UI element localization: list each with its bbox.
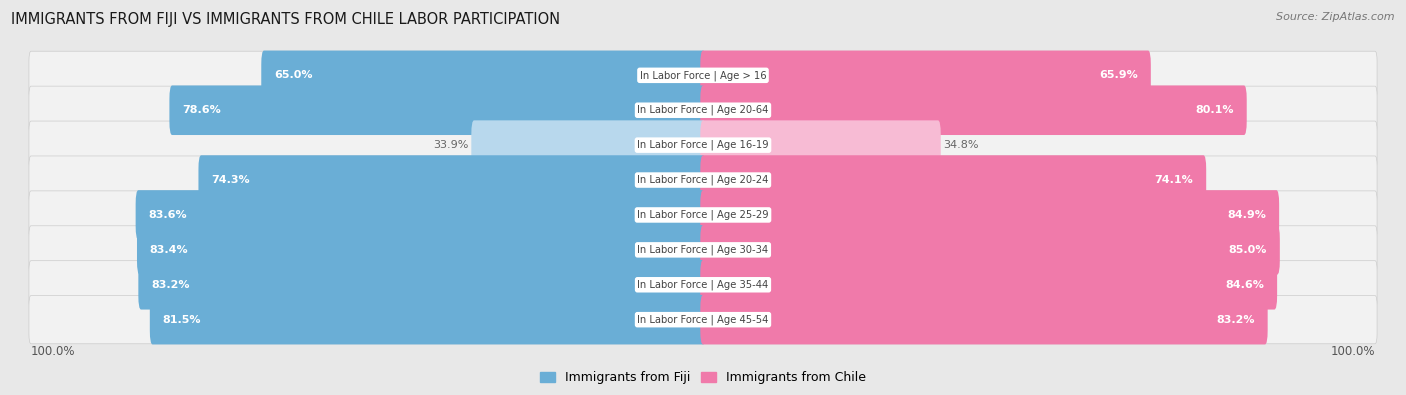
- Text: In Labor Force | Age 25-29: In Labor Force | Age 25-29: [637, 210, 769, 220]
- FancyBboxPatch shape: [30, 86, 1376, 134]
- Text: 74.1%: 74.1%: [1154, 175, 1194, 185]
- FancyBboxPatch shape: [30, 156, 1376, 204]
- Text: In Labor Force | Age > 16: In Labor Force | Age > 16: [640, 70, 766, 81]
- Text: 78.6%: 78.6%: [183, 105, 221, 115]
- FancyBboxPatch shape: [30, 226, 1376, 274]
- FancyBboxPatch shape: [700, 51, 1152, 100]
- Text: 80.1%: 80.1%: [1195, 105, 1234, 115]
- Text: In Labor Force | Age 20-64: In Labor Force | Age 20-64: [637, 105, 769, 115]
- Text: 84.6%: 84.6%: [1226, 280, 1264, 290]
- FancyBboxPatch shape: [30, 295, 1376, 344]
- FancyBboxPatch shape: [700, 225, 1279, 275]
- FancyBboxPatch shape: [138, 260, 706, 310]
- Text: In Labor Force | Age 35-44: In Labor Force | Age 35-44: [637, 280, 769, 290]
- Text: 65.9%: 65.9%: [1099, 70, 1137, 80]
- FancyBboxPatch shape: [30, 121, 1376, 169]
- Text: In Labor Force | Age 30-34: In Labor Force | Age 30-34: [637, 245, 769, 255]
- Text: 74.3%: 74.3%: [211, 175, 250, 185]
- Text: 81.5%: 81.5%: [163, 315, 201, 325]
- Text: 83.2%: 83.2%: [1216, 315, 1254, 325]
- FancyBboxPatch shape: [700, 120, 941, 170]
- Text: In Labor Force | Age 20-24: In Labor Force | Age 20-24: [637, 175, 769, 185]
- Text: 83.4%: 83.4%: [150, 245, 188, 255]
- FancyBboxPatch shape: [700, 155, 1206, 205]
- FancyBboxPatch shape: [30, 191, 1376, 239]
- Text: 84.9%: 84.9%: [1227, 210, 1267, 220]
- Text: 83.6%: 83.6%: [149, 210, 187, 220]
- Text: 83.2%: 83.2%: [152, 280, 190, 290]
- FancyBboxPatch shape: [700, 295, 1268, 344]
- FancyBboxPatch shape: [700, 260, 1277, 310]
- Text: 100.0%: 100.0%: [31, 345, 76, 358]
- Text: In Labor Force | Age 16-19: In Labor Force | Age 16-19: [637, 140, 769, 150]
- FancyBboxPatch shape: [198, 155, 706, 205]
- FancyBboxPatch shape: [30, 261, 1376, 309]
- Text: Source: ZipAtlas.com: Source: ZipAtlas.com: [1277, 12, 1395, 22]
- Legend: Immigrants from Fiji, Immigrants from Chile: Immigrants from Fiji, Immigrants from Ch…: [536, 367, 870, 389]
- Text: IMMIGRANTS FROM FIJI VS IMMIGRANTS FROM CHILE LABOR PARTICIPATION: IMMIGRANTS FROM FIJI VS IMMIGRANTS FROM …: [11, 12, 561, 27]
- Text: In Labor Force | Age 45-54: In Labor Force | Age 45-54: [637, 314, 769, 325]
- Text: 100.0%: 100.0%: [1330, 345, 1375, 358]
- Text: 33.9%: 33.9%: [433, 140, 468, 150]
- FancyBboxPatch shape: [700, 190, 1279, 240]
- FancyBboxPatch shape: [471, 120, 706, 170]
- Text: 65.0%: 65.0%: [274, 70, 312, 80]
- FancyBboxPatch shape: [169, 85, 706, 135]
- FancyBboxPatch shape: [150, 295, 706, 344]
- FancyBboxPatch shape: [700, 85, 1247, 135]
- FancyBboxPatch shape: [135, 190, 706, 240]
- FancyBboxPatch shape: [30, 51, 1376, 100]
- Text: 34.8%: 34.8%: [943, 140, 979, 150]
- FancyBboxPatch shape: [262, 51, 706, 100]
- FancyBboxPatch shape: [136, 225, 706, 275]
- Text: 85.0%: 85.0%: [1229, 245, 1267, 255]
